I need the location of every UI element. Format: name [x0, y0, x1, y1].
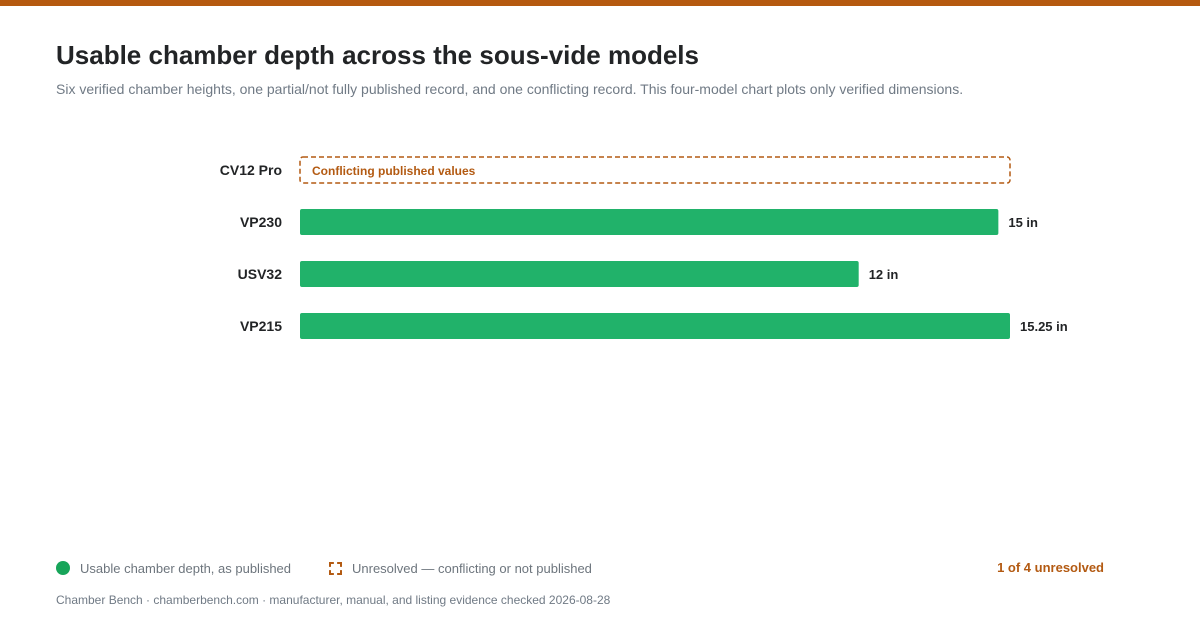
legend-item-published: Usable chamber depth, as published	[56, 558, 291, 578]
legend-label-published: Usable chamber depth, as published	[80, 560, 292, 576]
unresolved-count: 1 of 4 unresolved	[997, 560, 1104, 575]
accent-bar	[0, 0, 1200, 6]
unresolved-bar-cv12-pro	[299, 156, 1011, 184]
legend-dashed-marker-icon	[329, 561, 342, 575]
category-label-cv12-pro: CV12 Pro	[220, 162, 282, 178]
chart-subtitle: Six verified chamber heights, one partia…	[56, 81, 964, 97]
category-label-vp230: VP230	[240, 214, 282, 230]
bar-vp230	[300, 209, 999, 235]
legend-label-unresolved: Unresolved — conflicting or not publishe…	[352, 560, 592, 576]
chart-title: Usable chamber depth across the sous-vid…	[56, 40, 699, 70]
value-label-usv32: 12 in	[869, 267, 899, 282]
legend: Usable chamber depth, as published Unres…	[56, 558, 1146, 580]
category-label-usv32: USV32	[238, 266, 283, 282]
source-footer: Chamber Bench · chamberbench.com · manuf…	[56, 593, 611, 607]
value-label-vp230: 15 in	[1008, 215, 1038, 230]
value-label-vp215: 15.25 in	[1020, 319, 1068, 334]
bar-vp215	[300, 313, 1010, 339]
category-label-vp215: VP215	[240, 318, 282, 334]
unresolved-label-cv12-pro: Conflicting published values	[312, 164, 476, 178]
legend-filled-marker-icon	[56, 561, 70, 575]
bar-chart: CV12 Pro Conflicting published values VP23…	[220, 156, 1068, 339]
legend-item-unresolved: Unresolved — conflicting or not publishe…	[329, 558, 592, 578]
bar-usv32	[300, 261, 859, 287]
